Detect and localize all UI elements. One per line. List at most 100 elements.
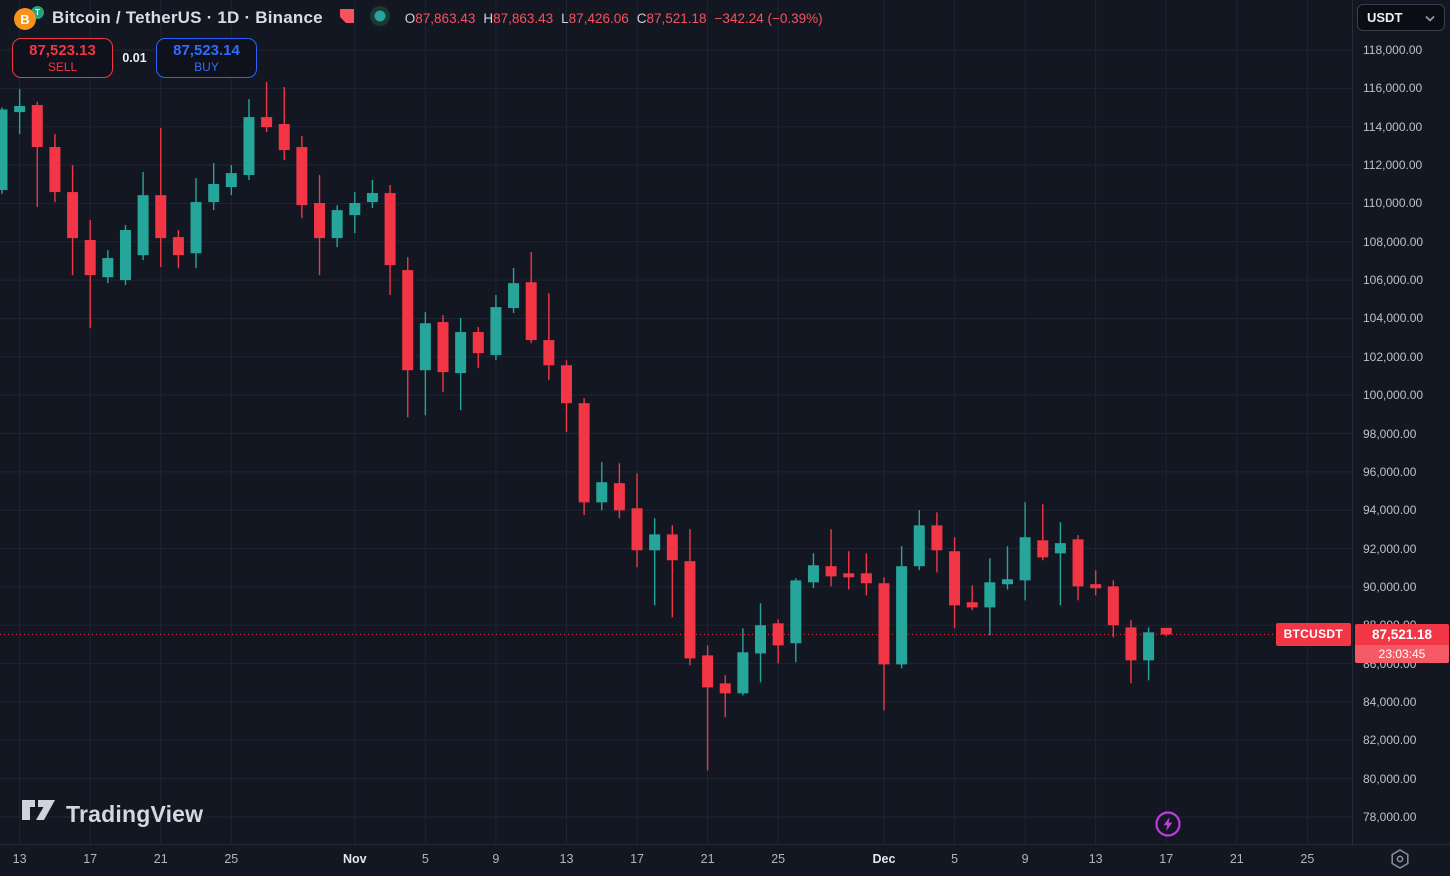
time-tick-label: 21 [1229, 852, 1244, 866]
price-tick-label: 84,000.00 [1363, 694, 1417, 709]
bitcoin-coin-icon: B [14, 8, 36, 30]
market-status-button[interactable] [369, 5, 391, 32]
candle-oct-20 [137, 172, 149, 261]
sell-button[interactable]: 87,523.13 SELL [12, 38, 113, 78]
chart-header: T B Bitcoin / TetherUS · 1D · Binance [0, 0, 823, 78]
lightning-icon [1154, 811, 1182, 842]
candle-oct-12 [0, 107, 8, 194]
candle-dec-17 [1160, 627, 1172, 637]
candle-nov-1 [349, 192, 361, 234]
price-tick-label: 100,000.00 [1363, 388, 1424, 403]
candle-oct-13 [14, 89, 26, 134]
candle-oct-24 [208, 163, 220, 211]
price-tick-label: 104,000.00 [1363, 311, 1424, 326]
buy-price: 87,523.14 [173, 42, 240, 59]
price-tick-label: 94,000.00 [1363, 503, 1417, 518]
price-tick-label: 90,000.00 [1363, 579, 1417, 594]
close-value: 87,521.18 [646, 10, 707, 26]
candle-oct-23 [190, 178, 202, 269]
candle-nov-30 [860, 553, 872, 596]
settings-hexagon-icon [1388, 849, 1412, 875]
price-tick-label: 114,000.00 [1363, 119, 1423, 134]
price-tick-label: 116,000.00 [1363, 81, 1423, 96]
tradingview-logo-text: TradingView [66, 800, 204, 827]
symbol-title[interactable]: Bitcoin / TetherUS · 1D · Binance [52, 8, 323, 27]
close-label: C [636, 10, 647, 26]
price-tick-label: 108,000.00 [1363, 234, 1424, 249]
price-line-symbol-tag: BTCUSDT [1275, 623, 1351, 647]
candle-nov-24 [755, 603, 767, 683]
candle-nov-5 [419, 312, 431, 416]
buy-label: BUY [194, 60, 219, 74]
candle-dec-16 [1143, 627, 1155, 681]
candle-nov-8 [472, 327, 484, 369]
price-tick-label: 98,000.00 [1363, 426, 1417, 441]
time-tick-label: 25 [1300, 852, 1315, 866]
candle-dec-12 [1072, 535, 1084, 601]
ohlc-values: O87,863.43 H87,863.43 L87,426.06 C87,521… [405, 11, 823, 26]
time-tick-label: 17 [83, 852, 98, 866]
candle-dec-13 [1090, 570, 1102, 596]
candle-nov-17 [631, 473, 643, 568]
price-tick-label: 80,000.00 [1363, 771, 1417, 786]
candle-nov-20 [684, 529, 696, 666]
sell-label: SELL [47, 60, 78, 74]
candle-dec-5 [949, 537, 961, 629]
sell-price: 87,523.13 [29, 42, 96, 59]
time-tick-label: 25 [771, 852, 786, 866]
candle-nov-6 [437, 315, 449, 393]
candle-nov-18 [649, 518, 661, 606]
flag-symbol-button[interactable] [338, 7, 356, 30]
price-axis[interactable]: USDT 78,000.00 80,000.00 82,000.00 84,000.0… [1352, 0, 1450, 844]
candle-nov-26 [790, 578, 802, 663]
candle-nov-19 [666, 525, 678, 618]
price-tick-label: 110,000.00 [1363, 196, 1423, 211]
time-tick-label: 5 [951, 852, 959, 866]
symbol-row: T B Bitcoin / TetherUS · 1D · Binance [0, 0, 823, 36]
time-tick-label: 13 [1088, 852, 1103, 866]
candle-nov-25 [772, 619, 784, 664]
tradingview-logo-icon [20, 798, 57, 830]
candle-oct-25 [225, 165, 237, 196]
price-tick-label: 78,000.00 [1363, 810, 1417, 824]
trade-buttons-row: 87,523.13 SELL 0.01 87,523.14 BUY [12, 38, 257, 78]
time-axis[interactable]: 13 17 21 25 Nov 5 9 13 17 21 25 Dec 5 9 13 17 21 25 [0, 844, 1450, 873]
candle-oct-29 [296, 136, 308, 219]
open-value: 87,863.43 [415, 10, 476, 26]
candle-dec-10 [1037, 504, 1049, 561]
candle-oct-16 [67, 165, 79, 276]
price-tick-label: 92,000.00 [1363, 541, 1417, 556]
candle-dec-8 [1001, 546, 1013, 590]
time-tick-label: 25 [224, 852, 239, 866]
candle-nov-13 [560, 360, 572, 433]
axis-settings-button[interactable] [1388, 847, 1412, 876]
time-tick-label: 21 [700, 852, 715, 866]
candle-oct-28 [278, 87, 290, 161]
current-price-value: 87,521.18 [1371, 627, 1433, 643]
currency-unit-button[interactable]: USDT [1357, 4, 1445, 31]
tradingview-logo[interactable]: TradingView [20, 798, 203, 830]
buy-button[interactable]: 87,523.14 BUY [156, 38, 257, 78]
candle-dec-7 [984, 558, 996, 636]
price-tick-label: 118,000.00 [1363, 43, 1423, 57]
quick-trade-button[interactable] [1154, 810, 1182, 843]
candle-dec-3 [913, 510, 925, 571]
time-tick-label: 21 [153, 852, 168, 866]
time-tick-label: 17 [630, 852, 644, 866]
candle-oct-15 [49, 133, 61, 203]
candle-dec-2 [896, 546, 908, 669]
time-tick-label: 9 [492, 852, 500, 866]
candle-nov-29 [843, 551, 855, 590]
symbol-logo: T B [14, 4, 52, 32]
candle-nov-23 [737, 628, 749, 696]
candle-oct-31 [331, 205, 343, 248]
time-tick-label: 5 [421, 852, 429, 866]
candle-dec-6 [966, 585, 978, 611]
current-price-label: 87,521.18 23:03:45 [1355, 624, 1449, 664]
chart-area[interactable]: BTCUSDT [0, 0, 1352, 844]
candle-oct-18 [102, 250, 114, 284]
time-tick-label: 13 [12, 852, 27, 866]
market-open-status-icon [369, 5, 391, 32]
candle-oct-22 [172, 230, 184, 269]
candle-oct-26 [243, 99, 255, 181]
